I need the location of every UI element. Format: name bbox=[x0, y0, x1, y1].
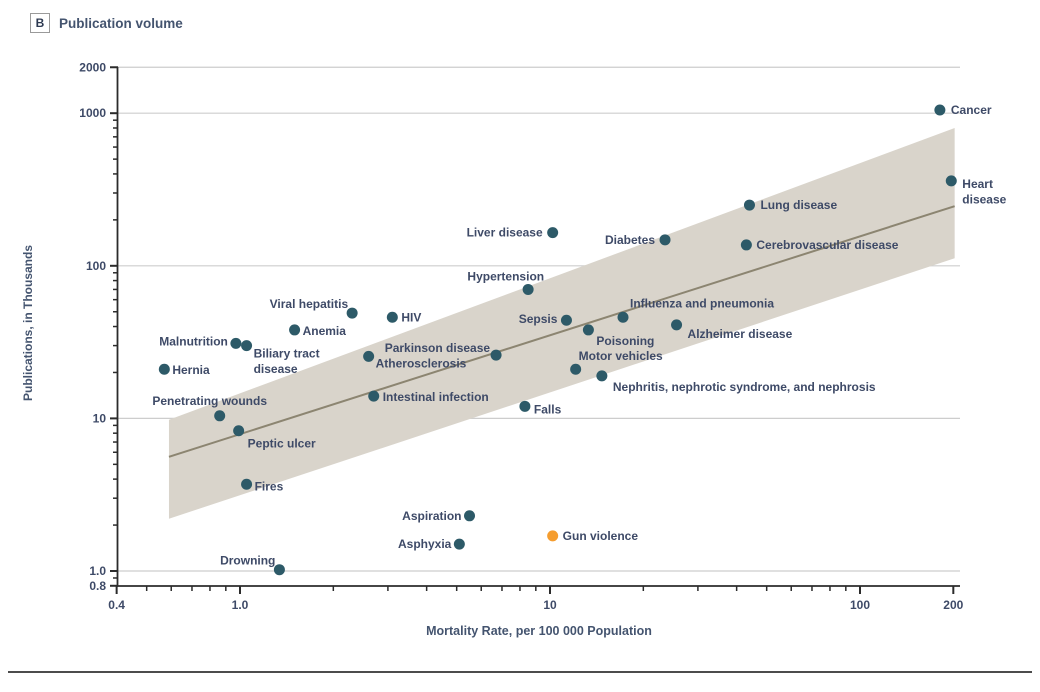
data-point-anemia bbox=[289, 324, 301, 336]
data-point-cancer bbox=[934, 104, 946, 116]
data-point-label-atherosclerosis: Atherosclerosis bbox=[376, 356, 467, 370]
data-point-asphyxia bbox=[453, 538, 465, 550]
data-point-diabetes bbox=[659, 234, 671, 246]
data-point-peptic-ulcer bbox=[233, 425, 245, 437]
data-point-label-lung-disease: Lung disease bbox=[760, 198, 837, 212]
data-point-label-parkinson-disease: Parkinson disease bbox=[385, 341, 491, 355]
data-point-hernia bbox=[158, 363, 170, 375]
data-point-nephritis bbox=[596, 370, 608, 382]
data-point-influenza-and-pneumonia bbox=[617, 311, 629, 323]
x-tick-label: 10 bbox=[543, 598, 557, 612]
data-point-label-heart-disease: disease bbox=[962, 192, 1006, 206]
panel-header: B Publication volume bbox=[30, 13, 183, 33]
data-point-parkinson-disease bbox=[490, 349, 502, 361]
data-point-label-malnutrition: Malnutrition bbox=[159, 334, 228, 348]
data-point-label-drowning: Drowning bbox=[220, 554, 275, 568]
y-tick-label: 100 bbox=[86, 259, 106, 273]
data-point-malnutrition bbox=[230, 337, 242, 349]
data-point-label-cerebrovascular-disease: Cerebrovascular disease bbox=[756, 238, 898, 252]
x-tick-label: 1.0 bbox=[232, 598, 249, 612]
data-point-liver-disease bbox=[547, 227, 559, 239]
x-tick-label: 100 bbox=[850, 598, 870, 612]
data-point-label-diabetes: Diabetes bbox=[605, 233, 655, 247]
data-point-label-penetrating-wounds: Penetrating wounds bbox=[152, 394, 267, 408]
data-point-label-hypertension: Hypertension bbox=[467, 269, 544, 283]
data-point-label-sepsis: Sepsis bbox=[519, 312, 558, 326]
data-point-label-peptic-ulcer: Peptic ulcer bbox=[248, 437, 316, 451]
data-point-label-aspiration: Aspiration bbox=[402, 509, 461, 523]
data-point-label-heart-disease: Heart bbox=[962, 177, 993, 191]
scatter-plot: 0.4 1.0 10 100 20020001000100101.00.8CancerH… bbox=[79, 60, 1006, 612]
data-point-label-falls: Falls bbox=[534, 402, 562, 416]
data-point-fires bbox=[241, 478, 253, 490]
data-point-label-motor-vehicles: Motor vehicles bbox=[579, 349, 663, 363]
x-axis-title: Mortality Rate, per 100 000 Population bbox=[426, 624, 652, 638]
data-point-biliary-tract-disease bbox=[241, 340, 253, 352]
y-tick-label: 2000 bbox=[79, 60, 106, 74]
confidence-band bbox=[168, 127, 955, 519]
data-point-lung-disease bbox=[743, 199, 755, 211]
data-point-label-liver-disease: Liver disease bbox=[467, 226, 543, 240]
data-point-label-viral-hepatitis: Viral hepatitis bbox=[270, 297, 349, 311]
x-tick-label: 200 bbox=[943, 598, 963, 612]
data-point-label-biliary-tract-disease: Biliary tract bbox=[254, 347, 320, 361]
data-point-atherosclerosis bbox=[363, 350, 375, 362]
data-point-label-hiv: HIV bbox=[401, 310, 421, 324]
data-point-drowning bbox=[273, 564, 285, 576]
data-point-label-cancer: Cancer bbox=[951, 103, 992, 117]
data-point-aspiration bbox=[464, 510, 476, 522]
data-point-sepsis bbox=[560, 314, 572, 326]
data-point-label-fires: Fires bbox=[255, 479, 284, 493]
trend-line bbox=[168, 205, 955, 458]
data-point-label-influenza-and-pneumonia: Influenza and pneumonia bbox=[630, 296, 774, 310]
data-point-viral-hepatitis bbox=[346, 307, 358, 319]
data-point-label-asphyxia: Asphyxia bbox=[398, 537, 452, 551]
data-point-label-intestinal-infection: Intestinal infection bbox=[383, 390, 489, 404]
y-tick-label: 1.0 bbox=[89, 564, 106, 578]
data-point-alzheimer-disease bbox=[671, 319, 683, 331]
x-tick-label: 0.4 bbox=[108, 598, 125, 612]
y-tick-label: 10 bbox=[93, 411, 107, 425]
panel-letter-badge: B bbox=[30, 13, 50, 33]
panel-title: Publication volume bbox=[59, 15, 183, 31]
data-point-label-biliary-tract-disease: disease bbox=[254, 362, 298, 376]
data-point-label-poisoning: Poisoning bbox=[596, 334, 654, 348]
figure-divider bbox=[8, 671, 1032, 673]
data-point-label-gun-violence: Gun violence bbox=[563, 529, 639, 543]
data-point-cerebrovascular-disease bbox=[740, 239, 752, 251]
data-point-hypertension bbox=[522, 283, 534, 295]
data-point-label-alzheimer-disease: Alzheimer disease bbox=[688, 327, 793, 341]
data-point-motor-vehicles bbox=[570, 363, 582, 375]
data-point-falls bbox=[519, 400, 531, 412]
data-point-gun-violence bbox=[547, 530, 559, 542]
data-point-penetrating-wounds bbox=[214, 410, 226, 422]
data-point-heart-disease bbox=[945, 175, 957, 187]
y-tick-label: 0.8 bbox=[89, 579, 106, 593]
data-point-hiv bbox=[386, 311, 398, 323]
data-point-label-nephritis: Nephritis, nephrotic syndrome, and nephr… bbox=[613, 380, 876, 394]
data-point-intestinal-infection bbox=[368, 390, 380, 402]
data-point-poisoning bbox=[582, 324, 594, 336]
data-point-label-hernia: Hernia bbox=[172, 363, 210, 377]
data-point-label-anemia: Anemia bbox=[303, 324, 347, 338]
y-tick-label: 1000 bbox=[79, 106, 106, 120]
